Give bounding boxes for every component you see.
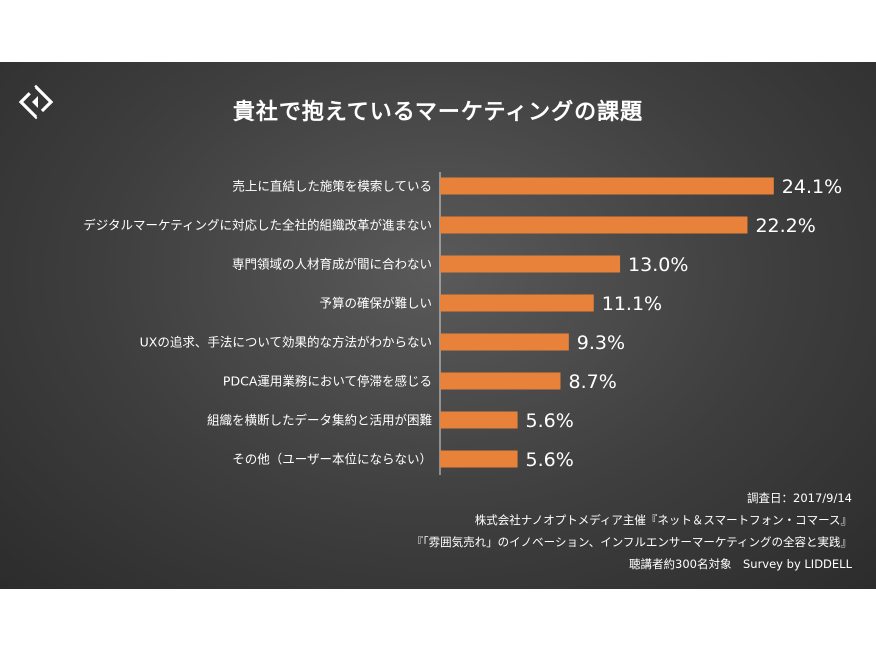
survey-date: 調査日：2017/9/14 — [747, 491, 852, 505]
category-label: 売上に直結した施策を模索している — [232, 179, 432, 194]
value-label: 9.3% — [577, 332, 625, 354]
value-label: 13.0% — [628, 254, 688, 276]
bar — [440, 255, 621, 273]
bar — [440, 294, 594, 312]
company-logo-icon — [18, 84, 54, 120]
value-label: 5.6% — [526, 449, 574, 471]
value-label: 24.1% — [782, 176, 842, 198]
footer-notes: 調査日：2017/9/14 株式会社ナノオプトメディア主催『ネット＆スマートフォ… — [411, 487, 852, 575]
chart-title: 貴社で抱えているマーケティングの課題 — [232, 100, 644, 125]
category-label: 専門領域の人材育成が間に合わない — [232, 257, 432, 272]
value-label: 11.1% — [602, 293, 662, 315]
category-label: PDCA運用業務において停滞を感じる — [223, 374, 432, 389]
category-label: UXの追求、手法について効果的な方法がわからない — [140, 335, 432, 350]
category-label: 予算の確保が難しい — [319, 296, 432, 311]
category-label: デジタルマーケティングに対応した全社的組織改革が進まない — [83, 218, 432, 233]
session-title-note: 『「雰囲気売れ」のイノベーション、インフルエンサーマーケティングの全容と実践』 — [411, 535, 852, 549]
value-label: 22.2% — [755, 215, 815, 237]
bar — [440, 372, 561, 390]
bar — [440, 177, 774, 195]
category-label: その他（ユーザー本位にならない） — [232, 452, 432, 467]
bar — [440, 450, 518, 468]
bar-chart: 売上に直結した施策を模索している 24.1% デジタルマーケティングに対応した全社的… — [83, 172, 842, 475]
respondents-note: 聴講者約300名対象 Survey by LIDDELL — [629, 557, 852, 571]
bar — [440, 333, 569, 351]
slide: 貴社で抱えているマーケティングの課題 売上に直結した施策を模索している 24.1%… — [0, 62, 876, 589]
value-label: 5.6% — [526, 410, 574, 432]
category-label: 組織を横断したデータ集約と活用が困難 — [207, 413, 432, 428]
value-label: 8.7% — [568, 371, 616, 393]
bar — [440, 216, 748, 234]
organizer-note: 株式会社ナノオプトメディア主催『ネット＆スマートフォン・コマース』 — [474, 513, 852, 527]
bar — [440, 411, 518, 429]
